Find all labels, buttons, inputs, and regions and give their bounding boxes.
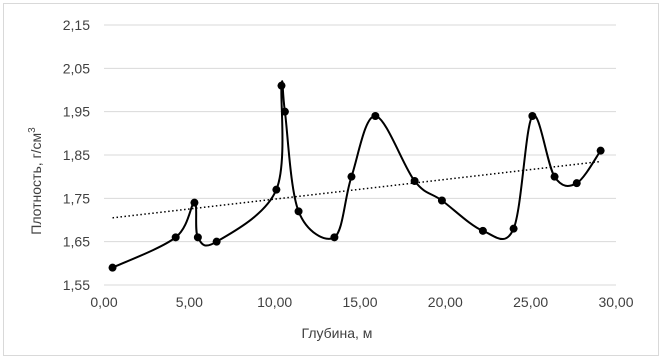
x-tick-label: 10,00 — [257, 294, 292, 310]
x-tick-label: 5,00 — [176, 294, 203, 310]
data-point — [330, 233, 339, 242]
data-point — [193, 233, 202, 242]
y-tick-label: 2,15 — [63, 17, 90, 33]
y-axis-label-base: Плотность, г/см — [28, 133, 44, 235]
y-tick-label: 2,05 — [63, 60, 90, 76]
data-point — [108, 263, 117, 272]
chart-frame — [3, 3, 659, 356]
y-tick-label: 1,95 — [63, 104, 90, 120]
trendline-layer — [112, 160, 601, 219]
data-point — [190, 198, 199, 207]
x-tick-label: 15,00 — [342, 294, 377, 310]
data-point — [277, 81, 286, 90]
y-tick-label: 1,75 — [63, 190, 90, 206]
data-point — [347, 172, 356, 181]
x-axis-label: Глубина, м — [302, 325, 373, 341]
data-point — [212, 237, 221, 246]
data-point — [509, 224, 518, 233]
data-point — [280, 107, 289, 116]
x-tick-label: 0,00 — [90, 294, 117, 310]
tick-labels: 1,55 1,65 1,75 1,85 1,95 2,05 2,15 0,00 5,00 10,0… — [63, 17, 634, 310]
data-point — [550, 172, 559, 181]
y-tick-label: 1,85 — [63, 147, 90, 163]
y-tick-label: 1,65 — [63, 234, 90, 250]
data-point — [171, 233, 180, 242]
data-point — [437, 196, 446, 205]
data-point — [272, 185, 281, 194]
density-line — [112, 80, 602, 269]
data-point — [410, 177, 419, 185]
data-point — [596, 146, 605, 155]
x-tick-label: 30,00 — [598, 294, 633, 310]
y-tick-label: 1,55 — [63, 277, 90, 293]
y-axis-label-superscript: 3 — [27, 127, 38, 133]
trendline — [112, 160, 601, 219]
y-axis-label: Плотность, г/см3 — [27, 127, 44, 235]
data-point — [294, 207, 303, 216]
series-layer — [108, 80, 605, 272]
data-point — [572, 179, 581, 188]
x-tick-label: 25,00 — [513, 294, 548, 310]
gridlines — [104, 24, 616, 286]
x-tick-label: 20,00 — [428, 294, 463, 310]
data-point — [478, 226, 487, 235]
data-point — [371, 112, 380, 120]
data-point — [528, 112, 537, 120]
